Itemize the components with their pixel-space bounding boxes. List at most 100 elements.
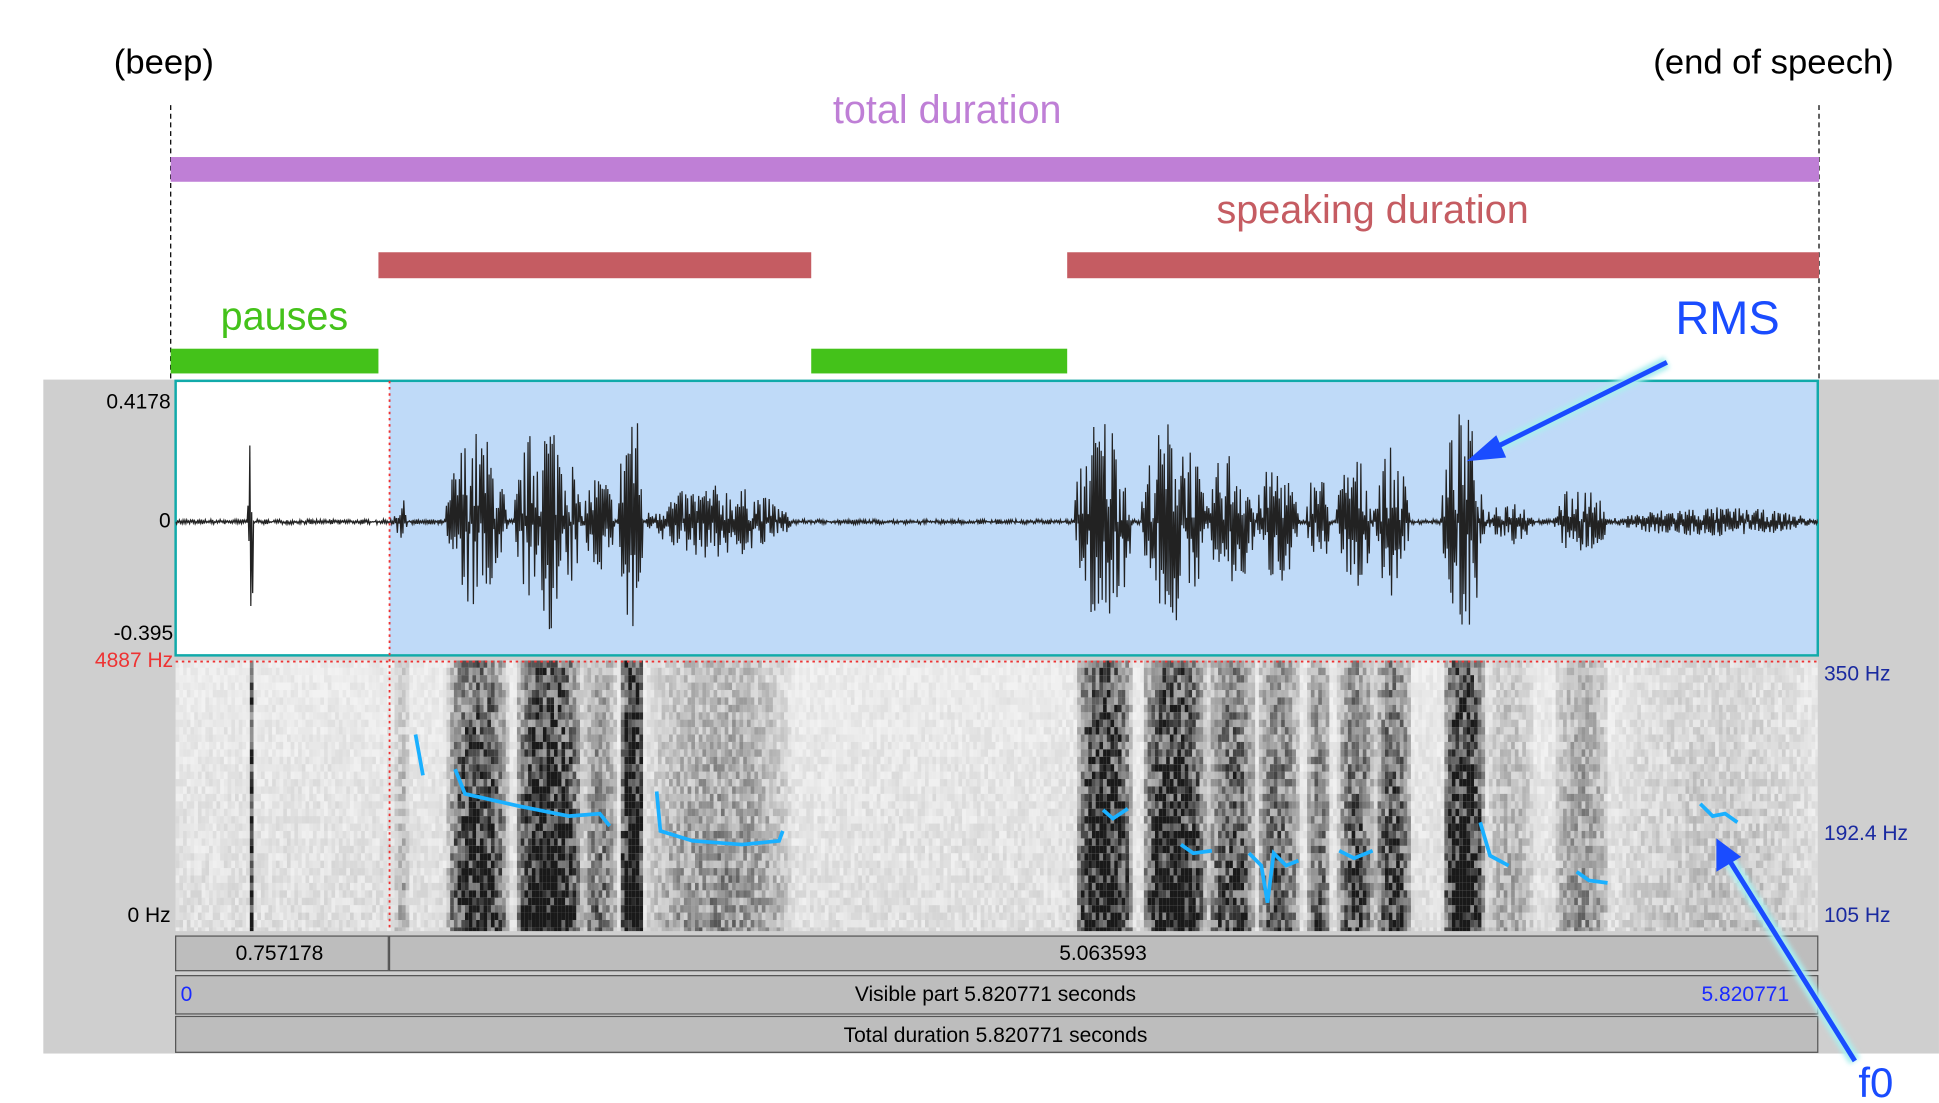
spectrogram-cell <box>205 913 209 920</box>
spectrogram-cell <box>328 913 332 920</box>
spectrogram-cell <box>242 735 246 742</box>
spectrogram-cell <box>521 898 525 905</box>
spectrogram-cell <box>673 705 677 712</box>
spectrogram-cell <box>435 683 439 690</box>
spectrogram-cell <box>606 712 610 719</box>
spectrogram-cell <box>283 831 287 838</box>
spectrogram-cell <box>602 779 606 786</box>
spectrogram-cell <box>343 801 347 808</box>
spectrogram-cell <box>343 668 347 675</box>
spectrogram-cell <box>636 757 640 764</box>
spectrogram-cell <box>313 683 317 690</box>
spectrogram-cell <box>550 838 554 845</box>
spectrogram-cell <box>320 838 324 845</box>
spectrogram-cell <box>673 772 677 779</box>
spectrogram-cell <box>513 875 517 882</box>
spectrogram-cell <box>498 683 502 690</box>
spectrogram-cell <box>654 660 658 667</box>
spectrogram-cell <box>309 913 313 920</box>
spectrogram-cell <box>213 720 217 727</box>
spectrogram-cell <box>491 853 495 860</box>
spectrogram-cell <box>595 697 599 704</box>
spectrogram-cell <box>495 786 499 793</box>
spectrogram-cell <box>517 690 521 697</box>
spectrogram-cell <box>446 697 450 704</box>
spectrogram-cell <box>291 875 295 882</box>
spectrogram-cell <box>417 920 421 927</box>
spectrogram-cell <box>268 697 272 704</box>
spectrogram-cell <box>272 816 276 823</box>
spectrogram-cell <box>576 831 580 838</box>
spectrogram-cell <box>521 890 525 897</box>
spectrogram-cell <box>561 801 565 808</box>
spectrogram-cell <box>357 668 361 675</box>
spectrogram-cell <box>317 853 321 860</box>
spectrogram-cell <box>476 735 480 742</box>
spectrogram-cell <box>595 772 599 779</box>
spectrogram-cell <box>402 757 406 764</box>
spectrogram-cell <box>573 868 577 875</box>
spectrogram-cell <box>309 735 313 742</box>
spectrogram-cell <box>602 683 606 690</box>
spectrogram-cell <box>372 801 376 808</box>
spectrogram-cell <box>213 853 217 860</box>
spectrogram-cell <box>276 875 280 882</box>
spectrogram-cell <box>280 801 284 808</box>
spectrogram-cell <box>584 712 588 719</box>
spectrogram-cell <box>495 668 499 675</box>
spectrogram-cell <box>669 905 673 912</box>
spectrogram-cell <box>454 697 458 704</box>
spectrogram-cell <box>246 883 250 890</box>
spectrogram-cell <box>458 853 462 860</box>
spectrogram-cell <box>346 801 350 808</box>
speaking-bar <box>378 252 811 278</box>
spectrogram-cell <box>176 749 180 756</box>
spectrogram-cell <box>558 697 562 704</box>
spectrogram-cell <box>272 668 276 675</box>
spectrogram-cell <box>343 868 347 875</box>
spectrogram-cell <box>632 861 636 868</box>
spectrogram-cell <box>331 838 335 845</box>
spectrogram-cell <box>554 794 558 801</box>
spectrogram-cell <box>391 861 395 868</box>
spectrogram-cell <box>309 838 313 845</box>
spectrogram-cell <box>628 727 632 734</box>
spectrogram-cell <box>354 764 358 771</box>
spectrogram-cell <box>291 735 295 742</box>
spectrogram-cell <box>658 690 662 697</box>
spectrogram-cell <box>183 668 187 675</box>
spectrogram-cell <box>357 824 361 831</box>
spectrogram-cell <box>409 801 413 808</box>
spectrogram-cell <box>383 727 387 734</box>
spectrogram-cell <box>524 831 528 838</box>
spectrogram-cell <box>547 794 551 801</box>
spectrogram-cell <box>224 735 228 742</box>
spectrogram-cell <box>573 846 577 853</box>
spectrogram-cell <box>283 697 287 704</box>
spectrogram-cell <box>617 794 621 801</box>
spectrogram-cell <box>510 720 514 727</box>
spectrogram-cell <box>528 675 532 682</box>
spectrogram-cell <box>220 883 224 890</box>
spectrogram-cell <box>643 697 647 704</box>
spectrogram-cell <box>628 875 632 882</box>
spectrogram-cell <box>313 727 317 734</box>
spectrogram-cell <box>491 846 495 853</box>
spectrogram-cell <box>491 831 495 838</box>
spectrogram-cell <box>246 913 250 920</box>
spectrogram-cell <box>287 735 291 742</box>
spectrogram-cell <box>498 875 502 882</box>
spectrogram-cell <box>606 749 610 756</box>
spectrogram-cell <box>621 720 625 727</box>
spectrogram-cell <box>369 772 373 779</box>
spectrogram-cell <box>339 853 343 860</box>
spectrogram-cell <box>187 868 191 875</box>
spectrogram-cell <box>650 824 654 831</box>
spectrogram-cell <box>224 668 228 675</box>
spectrogram-cell <box>446 794 450 801</box>
spectrogram-cell <box>495 875 499 882</box>
spectrogram-cell <box>372 727 376 734</box>
spectrogram-cell <box>625 742 629 749</box>
spectrogram-cell <box>398 913 402 920</box>
spectrogram-cell <box>176 861 180 868</box>
